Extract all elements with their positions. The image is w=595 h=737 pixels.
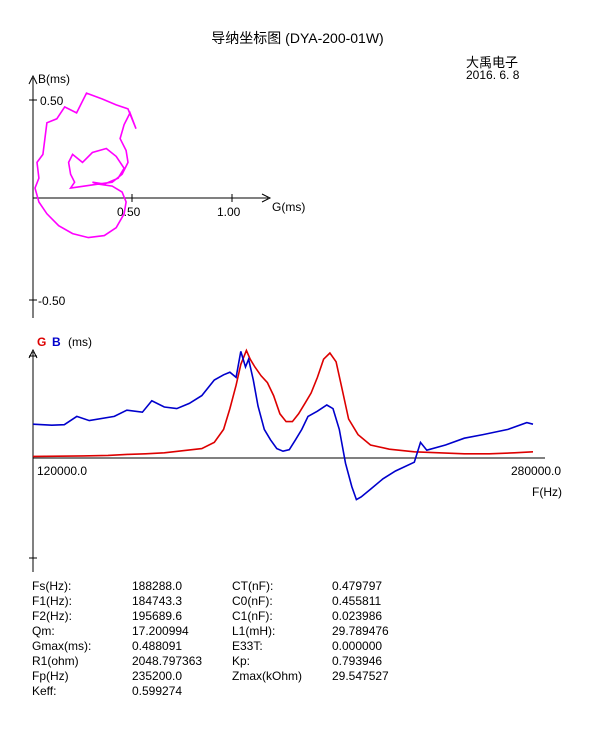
param-row: Fp(Hz) 235200.0 Zmax(kOhm) 29.547527	[32, 669, 452, 684]
param-label: Qm:	[32, 624, 55, 638]
param-value: 184743.3	[132, 594, 183, 608]
param-label: F1(Hz):	[32, 594, 72, 608]
param-value: 29.547527	[332, 669, 389, 683]
param-row: Qm: 17.200994 L1(mH): 29.789476	[32, 624, 452, 639]
admittance-circle-chart: B(ms) G(ms) 0.50 1.00 0.50 -0.50	[28, 72, 305, 318]
param-row: Keff: 0.599274	[32, 684, 452, 699]
b-legend: B	[52, 335, 61, 349]
param-label: C0(nF):	[232, 594, 273, 608]
param-label: E33T:	[232, 639, 263, 653]
gb-axis-arrow	[28, 348, 38, 359]
chart-title: 导纳坐标图 (DYA-200-01W)	[211, 30, 384, 46]
param-row: Fs(Hz): 188288.0 CT(nF): 0.479797	[32, 579, 452, 594]
g-series-line	[32, 348, 534, 458]
param-value: 0.023986	[332, 609, 383, 623]
param-value	[332, 684, 452, 699]
param-value: 0.793946	[332, 654, 383, 668]
g-axis-arrow	[261, 193, 272, 203]
param-label: R1(ohm)	[32, 654, 79, 668]
param-label: CT(nF):	[232, 579, 274, 593]
param-row: F1(Hz): 184743.3 C0(nF): 0.455811	[32, 594, 452, 609]
param-value: 235200.0	[132, 669, 183, 683]
param-label: Zmax(kOhm)	[232, 669, 302, 683]
param-label: Keff:	[32, 684, 57, 698]
param-label: Gmax(ms):	[32, 639, 92, 653]
g-tick-label-100: 1.00	[217, 205, 241, 219]
param-value: 188288.0	[132, 579, 183, 593]
param-row: R1(ohm) 2048.797363 Kp: 0.793946	[32, 654, 452, 669]
param-value: 2048.797363	[132, 654, 203, 668]
parameter-table: Fs(Hz): 188288.0 CT(nF): 0.479797 F1(Hz): 18…	[32, 579, 452, 699]
freq-tick-label-min: 120000.0	[37, 464, 87, 478]
freq-axis-label: F(Hz)	[532, 485, 562, 499]
param-label: L1(mH):	[232, 624, 276, 638]
param-value: 0.000000	[332, 639, 383, 653]
param-value: 0.479797	[332, 579, 383, 593]
param-label: Kp:	[232, 654, 251, 668]
param-value: 195689.6	[132, 609, 183, 623]
param-label: Fs(Hz):	[32, 579, 72, 593]
param-row: Gmax(ms): 0.488091 E33T: 0.000000	[32, 639, 452, 654]
param-label: F2(Hz):	[32, 609, 72, 623]
admittance-curve	[34, 92, 137, 239]
g-axis-label: G(ms)	[272, 200, 305, 214]
param-value: 0.599274	[132, 684, 183, 698]
param-value: 0.455811	[332, 594, 382, 608]
param-value: 29.789476	[332, 624, 389, 638]
b-series-line	[32, 351, 534, 501]
b-tick-label-050: 0.50	[40, 94, 64, 108]
param-label	[232, 684, 332, 699]
param-value: 0.488091	[132, 639, 183, 653]
gb-unit-label: (ms)	[68, 335, 92, 349]
param-label: Fp(Hz)	[32, 669, 69, 683]
g-legend: G	[37, 335, 46, 349]
param-label: C1(nF):	[232, 609, 273, 623]
report-date: 2016. 6. 8	[466, 68, 520, 82]
b-axis-label: B(ms)	[38, 72, 70, 86]
b-axis-arrow	[28, 74, 38, 85]
b-tick-label-m050: -0.50	[38, 294, 66, 308]
param-value: 17.200994	[132, 624, 189, 638]
param-row: F2(Hz): 195689.6 C1(nF): 0.023986	[32, 609, 452, 624]
company-name: 大禹电子	[466, 55, 519, 70]
frequency-sweep-chart: G B (ms) 120000.0 280000.0 F(Hz)	[28, 335, 562, 572]
freq-tick-label-max: 280000.0	[511, 464, 561, 478]
